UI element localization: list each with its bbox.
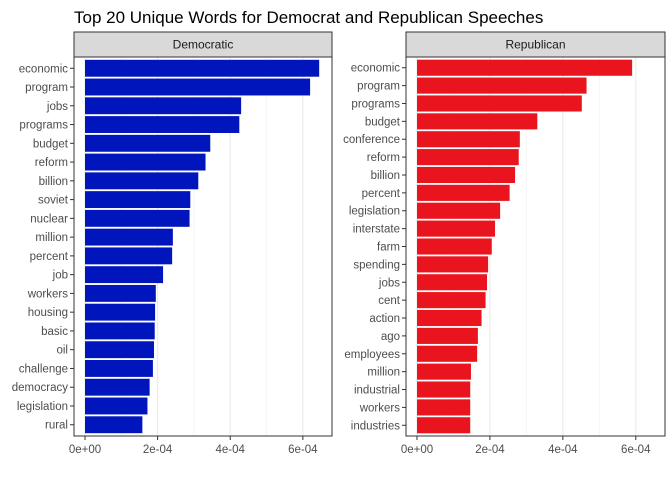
y-tick-label: percent: [30, 251, 69, 263]
y-tick-label: reform: [367, 152, 400, 164]
bar: [417, 113, 538, 130]
y-tick-label: legislation: [17, 401, 68, 413]
bar: [85, 247, 173, 265]
y-tick-label: housing: [28, 307, 68, 319]
y-tick-label: conference: [343, 134, 400, 146]
bar: [417, 417, 471, 434]
bar: [417, 256, 489, 273]
y-tick-label: jobs: [378, 277, 400, 289]
bar: [85, 134, 211, 152]
y-tick-label: nuclear: [30, 213, 68, 225]
bar: [85, 322, 155, 340]
panel-border: [405, 56, 666, 437]
bar: [85, 153, 206, 171]
y-tick-label: program: [25, 82, 68, 94]
x-tick-label: 0e+00: [401, 444, 433, 456]
y-tick-label: oil: [56, 345, 68, 357]
chart-title: Top 20 Unique Words for Democrat and Rep…: [74, 8, 543, 27]
bar: [85, 78, 311, 96]
panel-border: [73, 56, 333, 437]
panel-republican: Republican economic program programs budget c…: [343, 31, 666, 456]
y-tick-label: million: [35, 232, 68, 244]
bar: [417, 184, 510, 201]
y-tick-label: workers: [27, 288, 69, 300]
bar: [417, 131, 520, 148]
bar: [85, 341, 154, 359]
bar: [85, 228, 173, 246]
bar: [85, 59, 320, 77]
bar: [85, 378, 150, 396]
y-tick-label: spending: [353, 259, 400, 271]
y-tick-label: budget: [33, 138, 69, 150]
y-tick-label: cent: [378, 295, 401, 307]
bar: [417, 59, 633, 76]
bar: [417, 399, 471, 416]
y-tick-label: reform: [35, 157, 68, 169]
bar: [85, 397, 148, 415]
y-tick-label: democracy: [12, 382, 68, 394]
x-tick-label: 4e-04: [548, 444, 578, 456]
bar: [417, 77, 587, 94]
y-tick-label: interstate: [353, 224, 400, 236]
facet-strip-label: Democratic: [173, 38, 234, 52]
bar: [417, 238, 492, 255]
bar: [85, 97, 242, 115]
y-tick-label: industries: [351, 420, 400, 432]
bar: [417, 381, 471, 398]
bar: [417, 309, 482, 327]
y-tick-label: farm: [377, 242, 400, 254]
y-tick-label: job: [52, 270, 68, 282]
y-tick-label: programs: [351, 98, 400, 110]
x-tick-label: 6e-04: [288, 444, 318, 456]
bar: [85, 360, 153, 377]
y-tick-label: basic: [41, 326, 68, 338]
y-tick-label: soviet: [38, 195, 69, 207]
bar: [85, 266, 164, 284]
x-tick-label: 0e+00: [69, 444, 101, 456]
y-tick-label: industrial: [354, 385, 400, 397]
facet-strip-label: Republican: [505, 38, 565, 52]
y-tick-label: employees: [344, 349, 400, 361]
bar: [85, 191, 191, 209]
bar: [417, 202, 501, 219]
bar: [417, 166, 516, 184]
y-tick-label: jobs: [46, 101, 68, 113]
bar: [85, 116, 240, 133]
y-tick-label: million: [367, 367, 400, 379]
y-tick-label: rural: [45, 420, 68, 432]
bar: [417, 345, 478, 362]
x-tick-label: 2e-04: [475, 444, 505, 456]
bar: [417, 95, 582, 112]
y-tick-label: economic: [351, 63, 400, 75]
bar: [417, 363, 471, 380]
y-tick-label: workers: [359, 402, 401, 414]
bar: [417, 274, 488, 291]
bar: [417, 327, 478, 344]
x-tick-label: 2e-04: [143, 444, 173, 456]
bar: [85, 172, 199, 190]
bar: [417, 149, 519, 166]
bar: [85, 303, 156, 321]
bar: [85, 416, 143, 434]
y-tick-label: budget: [365, 116, 401, 128]
y-tick-label: billion: [371, 170, 400, 182]
facet-strip: [73, 31, 333, 58]
y-tick-label: programs: [19, 120, 68, 132]
bar: [417, 292, 486, 309]
y-tick-label: percent: [362, 188, 401, 200]
y-tick-label: program: [357, 81, 400, 93]
y-tick-label: economic: [19, 63, 68, 75]
panel-democratic: Democratic economic program jobs programs bud…: [12, 31, 333, 456]
x-tick-label: 6e-04: [621, 444, 651, 456]
x-tick-label: 4e-04: [216, 444, 246, 456]
bar: [417, 220, 496, 237]
y-tick-label: action: [369, 313, 400, 325]
y-tick-label: challenge: [19, 363, 68, 375]
y-tick-label: ago: [381, 331, 400, 343]
bar: [85, 284, 156, 302]
y-tick-label: billion: [39, 176, 68, 188]
bar: [85, 209, 190, 227]
y-tick-label: legislation: [349, 206, 400, 218]
